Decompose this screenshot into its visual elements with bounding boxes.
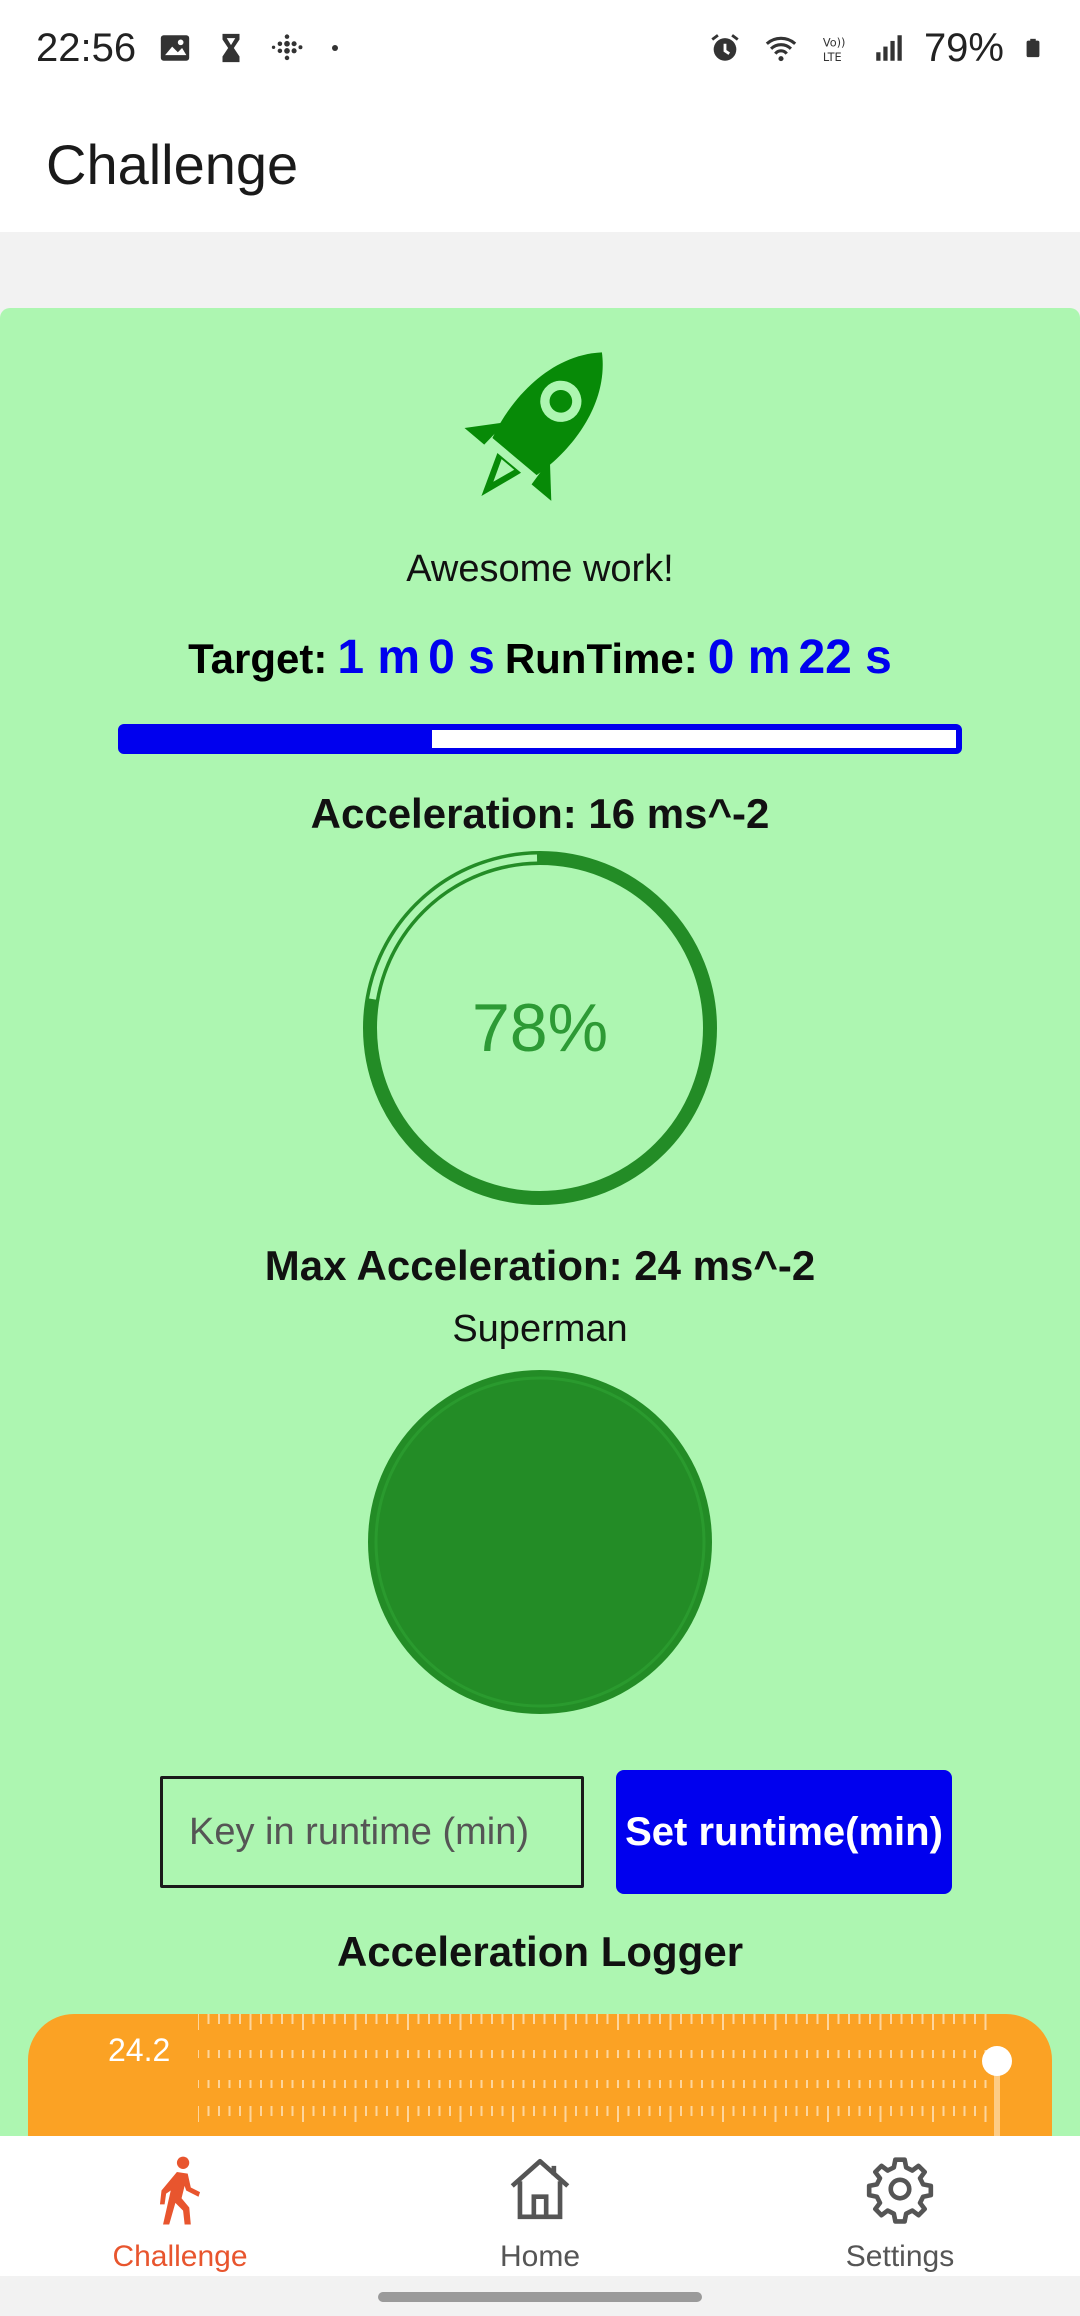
nav-label-settings: Settings: [845, 2240, 955, 2273]
battery-percent: 79%: [923, 25, 1004, 70]
walking-person-icon: [159, 2156, 201, 2225]
gear-icon: [866, 2157, 934, 2224]
gauge-track: [363, 851, 717, 1205]
runtime-progress-bar: [118, 724, 962, 754]
target-seconds: 0 s: [428, 631, 495, 684]
svg-text:LTE: LTE: [823, 50, 842, 64]
battery-icon: [1026, 38, 1040, 58]
target-minutes: 1 m: [337, 631, 421, 684]
logger-value: 24.2: [108, 2032, 171, 2068]
nav-item-home[interactable]: Home: [360, 2136, 720, 2276]
logger-slider-track: [994, 2074, 1000, 2136]
signal-icon: [876, 35, 902, 61]
fitbit-icon: [271, 34, 303, 61]
hourglass-icon: [222, 33, 240, 63]
acceleration-logger[interactable]: 24.2: [28, 2014, 1052, 2136]
image-icon: [160, 35, 190, 61]
logger-title: Acceleration Logger: [336, 1928, 744, 1975]
rank-label: Superman: [452, 1308, 628, 1350]
target-label: Target:: [188, 635, 328, 682]
bottom-nav: Challenge Home Settings: [0, 2136, 1080, 2276]
set-runtime-button[interactable]: Set runtime(min): [616, 1770, 952, 1894]
app-bar: Challenge: [0, 96, 1080, 232]
gauge-percent: 78%: [471, 990, 609, 1066]
status-message: Awesome work!: [406, 548, 674, 590]
nav-label-challenge: Challenge: [112, 2240, 248, 2273]
rank-indicator-circle: [368, 1370, 712, 1714]
max-acceleration-label: Max Acceleration: 24 ms^-2: [264, 1242, 816, 1289]
volte-icon: Vo))LTE: [823, 36, 846, 64]
page-title: Challenge: [46, 132, 299, 196]
home-icon: [510, 2158, 570, 2220]
svg-text:Vo)): Vo)): [823, 36, 846, 50]
wifi-icon: [765, 36, 797, 62]
runtime-minutes: 0 m: [707, 631, 791, 684]
target-runtime-row: Target: 1 m 0 s RunTime: 0 m 22 s: [0, 630, 1080, 685]
alarm-icon: [711, 34, 739, 61]
logger-slider-handle[interactable]: [982, 2046, 1012, 2076]
acceleration-gauge: [363, 851, 717, 1205]
dot-icon: [332, 45, 339, 51]
runtime-progress-fill: [124, 730, 432, 748]
logger-ruler: [198, 2014, 987, 2122]
gauge-remaining-arc: [369, 854, 538, 1000]
runtime-label: RunTime:: [504, 635, 698, 682]
status-time: 22:56: [36, 25, 137, 70]
nav-label-home: Home: [499, 2240, 581, 2273]
runtime-seconds: 22 s: [798, 631, 892, 684]
nav-item-settings[interactable]: Settings: [720, 2136, 1080, 2276]
rocket-icon: [464, 352, 603, 501]
acceleration-label: Acceleration: 16 ms^-2: [310, 790, 770, 837]
challenge-card: Awesome work! Target: 1 m 0 s RunTime: 0…: [0, 308, 1080, 2136]
home-indicator[interactable]: [378, 2292, 702, 2302]
nav-item-challenge[interactable]: Challenge: [0, 2136, 360, 2276]
status-right: Vo)) LTE 79%: [708, 26, 1044, 71]
runtime-input[interactable]: [160, 1776, 584, 1888]
status-bar: 22:56 Vo)) LTE 79%: [0, 0, 1080, 96]
status-left: 22:56: [36, 26, 344, 71]
